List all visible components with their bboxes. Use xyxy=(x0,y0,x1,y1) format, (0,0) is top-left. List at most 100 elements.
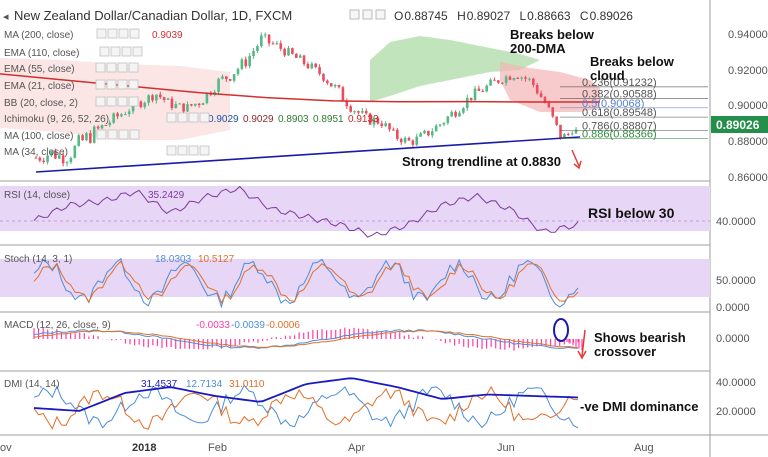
fib-label: 0.236(0.91232) xyxy=(582,77,657,89)
candle-body xyxy=(376,117,380,124)
header-controls[interactable] xyxy=(349,9,386,20)
legend-action-icon[interactable] xyxy=(129,28,140,39)
candle-body xyxy=(337,85,341,88)
candle-body xyxy=(127,111,131,115)
dmi-value-minus: 31.0110 xyxy=(229,379,265,390)
dmi-value-plus: 12.7134 xyxy=(186,379,223,390)
legend-icon-rows[interactable] xyxy=(95,28,210,156)
candle-body xyxy=(368,113,372,125)
time-tick: Feb xyxy=(208,442,227,454)
candle-body xyxy=(512,78,516,80)
candle-body xyxy=(182,103,185,112)
legend-action-icon[interactable] xyxy=(128,96,139,107)
price-axis: 0.94000 0.92000 0.90000 0.88000 0.86000 … xyxy=(711,29,768,184)
dmi-pane: DMI (14, 14) 31.4537 12.7134 31.0110 -ve… xyxy=(4,377,756,430)
candle-body xyxy=(46,155,49,162)
legend-action-icon[interactable] xyxy=(117,96,128,107)
annotation-rsi: RSI below 30 xyxy=(588,205,675,221)
candle-body xyxy=(380,123,384,127)
candle-body xyxy=(178,103,182,105)
rsi-legend[interactable]: RSI (14, close) xyxy=(4,190,70,201)
legend-action-icon[interactable] xyxy=(188,112,199,123)
legend-action-icon[interactable] xyxy=(110,46,121,57)
candle-body xyxy=(345,100,349,107)
legend-action-icon[interactable] xyxy=(199,145,210,156)
legend-action-icon[interactable] xyxy=(106,62,117,73)
legend-action-icon[interactable] xyxy=(99,46,110,57)
candle-body xyxy=(559,124,562,139)
candle-body xyxy=(38,157,42,161)
close-icon[interactable] xyxy=(375,9,386,20)
annotation-breaks-cloud-1: Breaks below xyxy=(590,54,675,69)
legend-action-icon[interactable] xyxy=(95,79,106,90)
candle-body xyxy=(450,111,454,117)
legend-action-icon[interactable] xyxy=(177,112,188,123)
time-tick: Apr xyxy=(348,442,365,454)
price-tick: 0.86000 xyxy=(728,172,768,184)
candle-body xyxy=(197,103,201,106)
candle-body xyxy=(85,133,88,141)
candle-body xyxy=(384,123,387,127)
settings-icon[interactable] xyxy=(362,9,373,20)
legend-action-icon[interactable] xyxy=(128,79,139,90)
legend-action-icon[interactable] xyxy=(117,79,128,90)
legend-action-icon[interactable] xyxy=(132,46,143,57)
legend-ema21[interactable]: EMA (21, close) xyxy=(4,81,75,92)
legend-ema55[interactable]: EMA (55, close) xyxy=(4,64,75,75)
legend-action-icon[interactable] xyxy=(117,62,128,73)
cloud-bullish xyxy=(370,36,540,102)
macd-legend[interactable]: MACD (12, 26, close, 9) xyxy=(4,320,111,331)
indicator-legend: MA (200, close) 0.9039 EMA (110, close) … xyxy=(4,30,379,158)
rsi-value: 35.2429 xyxy=(148,190,185,201)
legend-action-icon[interactable] xyxy=(106,96,117,107)
annotation-macd-2: crossover xyxy=(594,344,656,359)
legend-ichimoku[interactable]: Ichimoku (9, 26, 52, 26) xyxy=(4,114,109,125)
candle-body xyxy=(427,130,430,136)
stoch-legend[interactable]: Stoch (14, 3, 1) xyxy=(4,254,72,265)
chart-header: ◂ New Zealand Dollar/Canadian Dollar, 1D… xyxy=(3,8,633,23)
legend-ma100[interactable]: MA (100, close) xyxy=(4,131,73,142)
candle-body xyxy=(34,157,38,159)
legend-action-icon[interactable] xyxy=(188,145,199,156)
annotation-trendline: Strong trendline at 0.8830 xyxy=(402,154,561,169)
legend-action-icon[interactable] xyxy=(96,28,107,39)
eye-icon[interactable] xyxy=(349,9,360,20)
legend-ma200[interactable]: MA (200, close) xyxy=(4,30,73,41)
legend-action-icon[interactable] xyxy=(107,28,118,39)
stoch-tick: 0.0000 xyxy=(716,302,750,314)
candle-body xyxy=(423,130,426,134)
candle-body xyxy=(516,78,520,80)
fibonacci-levels: 0.236(0.91232)0.382(0.90588)0.5(0.90068)… xyxy=(560,77,708,140)
candle-body xyxy=(89,133,92,143)
candle-body xyxy=(497,80,500,83)
legend-action-icon[interactable] xyxy=(118,129,129,140)
legend-action-icon[interactable] xyxy=(106,79,117,90)
legend-ma34[interactable]: MA (34, close) xyxy=(4,147,68,158)
price-tick: 0.90000 xyxy=(728,100,768,112)
candle-body xyxy=(275,43,279,45)
candle-body xyxy=(240,59,244,69)
collapse-icon[interactable]: ◂ xyxy=(3,11,9,23)
candle-body xyxy=(462,108,465,113)
legend-action-icon[interactable] xyxy=(107,129,118,140)
legend-action-icon[interactable] xyxy=(118,28,129,39)
candle-body xyxy=(477,88,481,91)
legend-action-icon[interactable] xyxy=(166,112,177,123)
legend-bb[interactable]: BB (20, close, 2) xyxy=(4,98,78,109)
legend-action-icon[interactable] xyxy=(95,62,106,73)
legend-action-icon[interactable] xyxy=(177,145,188,156)
legend-action-icon[interactable] xyxy=(129,129,140,140)
candle-body xyxy=(143,102,147,108)
legend-action-icon[interactable] xyxy=(166,145,177,156)
dmi-legend[interactable]: DMI (14, 14) xyxy=(4,379,60,390)
legend-action-icon[interactable] xyxy=(128,62,139,73)
legend-action-icon[interactable] xyxy=(95,96,106,107)
legend-ema110[interactable]: EMA (110, close) xyxy=(4,48,79,59)
legend-action-icon[interactable] xyxy=(121,46,132,57)
candle-body xyxy=(349,106,352,112)
price-tick: 0.94000 xyxy=(728,29,768,41)
candle-body xyxy=(294,53,298,58)
time-tick: 2018 xyxy=(132,442,156,454)
legend-action-icon[interactable] xyxy=(199,112,210,123)
legend-action-icon[interactable] xyxy=(96,129,107,140)
